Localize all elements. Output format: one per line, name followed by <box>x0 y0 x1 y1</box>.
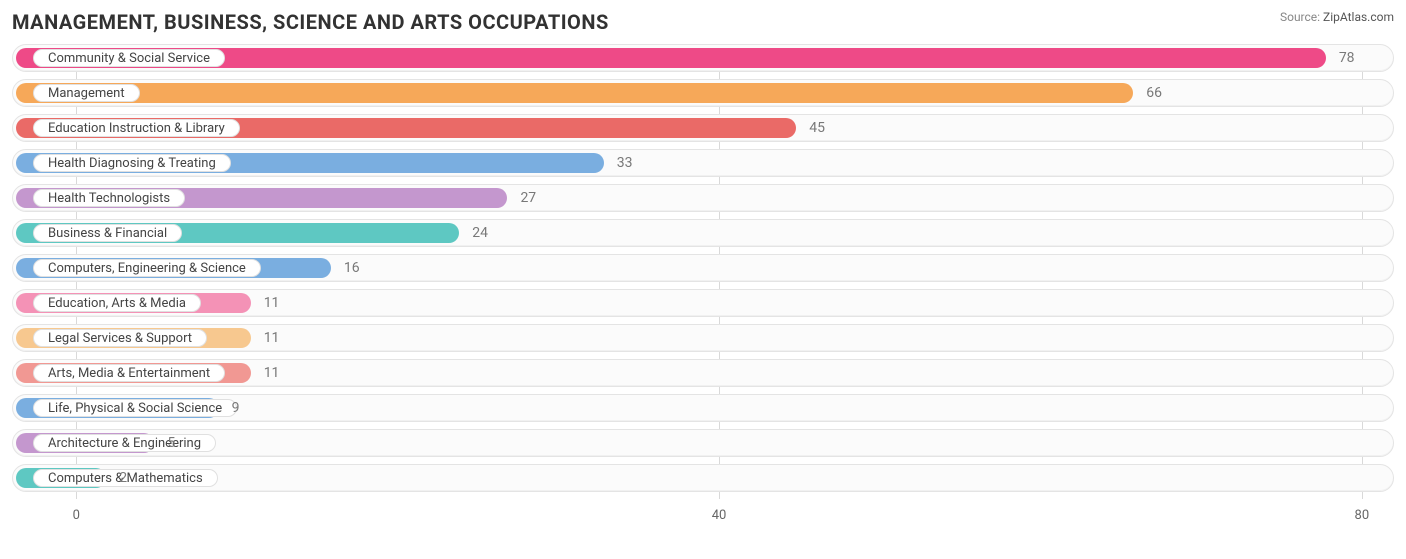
bar-row: Management 66 <box>12 79 1394 107</box>
source-value: ZipAtlas.com <box>1323 10 1394 24</box>
bar-fill <box>16 83 1133 103</box>
chart-source: Source: ZipAtlas.com <box>1280 10 1394 24</box>
category-label: Health Diagnosing & Treating <box>33 154 231 172</box>
bar-value: 45 <box>799 115 825 141</box>
category-label: Community & Social Service <box>33 49 225 67</box>
bar-row: Education Instruction & Library 45 <box>12 114 1394 142</box>
chart-title: MANAGEMENT, BUSINESS, SCIENCE AND ARTS O… <box>12 10 609 34</box>
category-label: Education, Arts & Media <box>33 294 201 312</box>
bar-row: Education, Arts & Media 11 <box>12 289 1394 317</box>
bar-row: Business & Financial 24 <box>12 219 1394 247</box>
bar-row: Computers, Engineering & Science 16 <box>12 254 1394 282</box>
x-tick-label: 80 <box>1355 508 1370 523</box>
bar-rows: Community & Social Service 78 Management 66… <box>12 44 1394 492</box>
bar-row: Life, Physical & Social Science9 <box>12 394 1394 422</box>
category-label: Architecture & Engineering <box>33 434 216 452</box>
bar-value: 33 <box>607 150 633 176</box>
category-label: Life, Physical & Social Science <box>33 399 237 417</box>
category-label: Education Instruction & Library <box>33 119 240 137</box>
x-tick-label: 40 <box>712 508 727 523</box>
bar-row: Architecture & Engineering5 <box>12 429 1394 457</box>
category-label: Management <box>33 84 140 102</box>
bar-value: 5 <box>157 430 175 456</box>
bar-row: Arts, Media & Entertainment 11 <box>12 359 1394 387</box>
x-tick-label: 0 <box>73 508 80 523</box>
category-label: Arts, Media & Entertainment <box>33 364 225 382</box>
source-label: Source: <box>1280 10 1320 24</box>
bar-row: Legal Services & Support 11 <box>12 324 1394 352</box>
bar-row: Computers & Mathematics2 <box>12 464 1394 492</box>
bar-row: Health Technologists 27 <box>12 184 1394 212</box>
bar-value: 24 <box>462 220 488 246</box>
bar-value: 11 <box>254 290 280 316</box>
bar-value: 66 <box>1136 80 1162 106</box>
bar-value: 16 <box>334 255 360 281</box>
bar-chart: Community & Social Service 78 Management 66… <box>12 44 1394 523</box>
bar-row: Community & Social Service 78 <box>12 44 1394 72</box>
bar-value: 11 <box>254 325 280 351</box>
bar-value: 27 <box>510 185 536 211</box>
bar-value: 78 <box>1329 45 1355 71</box>
category-label: Business & Financial <box>33 224 182 242</box>
bar-row: Health Diagnosing & Treating 33 <box>12 149 1394 177</box>
category-label: Computers, Engineering & Science <box>33 259 261 277</box>
category-label: Legal Services & Support <box>33 329 207 347</box>
plot-area: Community & Social Service 78 Management 66… <box>12 44 1394 523</box>
bar-value: 9 <box>222 395 240 421</box>
bar-value: 11 <box>254 360 280 386</box>
category-label: Health Technologists <box>33 189 185 207</box>
bar-value: 2 <box>109 465 127 491</box>
chart-header: MANAGEMENT, BUSINESS, SCIENCE AND ARTS O… <box>12 10 1394 34</box>
